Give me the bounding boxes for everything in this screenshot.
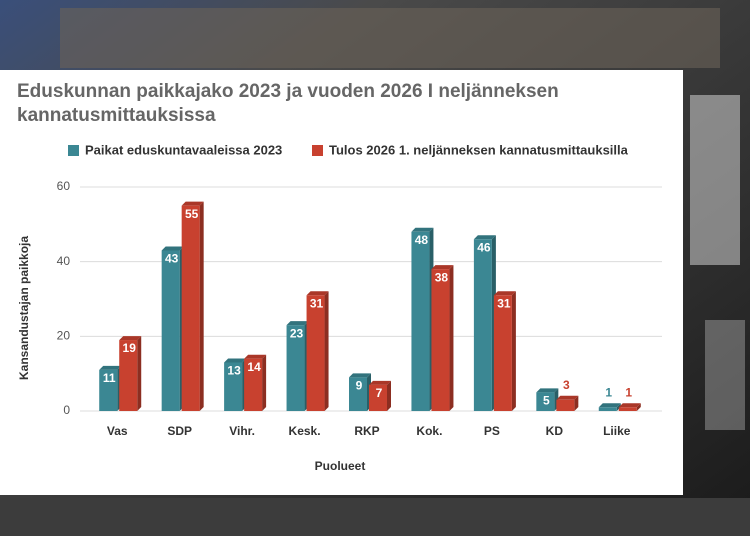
data-label: 5 (543, 394, 550, 408)
bar (224, 362, 243, 411)
x-tick-label: Liike (603, 424, 631, 438)
x-tick-label: RKP (354, 424, 379, 438)
legend-swatch (68, 145, 79, 156)
bar-top (411, 227, 434, 232)
bar-side (199, 201, 204, 411)
legend-label: Tulos 2026 1. neljänneksen kannatusmitta… (329, 142, 629, 157)
bar-side (636, 403, 641, 411)
bar-top (598, 403, 621, 408)
bar-top (244, 354, 267, 359)
building-steps (0, 498, 750, 536)
x-tick-label: Kok. (416, 424, 442, 438)
y-axis-label: Kansandustajan paikkoja (17, 236, 31, 380)
bar-top (119, 336, 142, 341)
x-tick-label: Vas (107, 424, 128, 438)
bar-top (286, 321, 309, 326)
bar-top (618, 403, 641, 408)
bar (244, 358, 263, 411)
bar-top (161, 246, 184, 251)
y-tick-label: 60 (57, 179, 71, 193)
bar (369, 384, 387, 411)
bar (598, 407, 617, 411)
bar-top (224, 358, 247, 363)
data-label: 1 (625, 385, 632, 399)
bar-side (449, 265, 454, 411)
bar (161, 250, 180, 411)
bar-side (574, 395, 579, 411)
bar (536, 392, 555, 411)
legend-label: Paikat eduskuntavaaleissa 2023 (85, 142, 282, 157)
bar-top (369, 380, 391, 385)
y-tick-label: 20 (57, 329, 71, 343)
data-label: 19 (123, 341, 137, 355)
x-tick-label: Vihr. (229, 424, 255, 438)
bar (556, 399, 575, 411)
data-label: 43 (165, 252, 179, 266)
chart-title: Eduskunnan paikkajako 2023 ja vuoden 202… (17, 81, 559, 126)
data-label: 48 (415, 233, 429, 247)
bar-top (306, 291, 329, 296)
data-label: 13 (227, 364, 241, 378)
bar (473, 239, 492, 411)
x-tick-label: Kesk. (289, 424, 321, 438)
data-label: 11 (103, 371, 116, 385)
building-facade (60, 8, 720, 68)
bar-side (324, 291, 329, 411)
data-label: 31 (497, 296, 511, 310)
bar-top (556, 395, 579, 400)
bar (181, 205, 200, 411)
data-label: 3 (563, 378, 570, 392)
bar-top (99, 365, 122, 370)
building-window (705, 320, 745, 430)
x-tick-label: KD (546, 424, 564, 438)
x-axis-label: Puolueet (315, 459, 366, 473)
data-label: 9 (356, 379, 363, 393)
x-tick-label: PS (484, 424, 500, 438)
y-tick-label: 0 (63, 403, 70, 417)
building-window (690, 95, 740, 265)
bar (493, 295, 512, 411)
bar-top (431, 265, 454, 270)
bar-top (181, 201, 204, 206)
bar-side (262, 354, 267, 411)
bar (99, 369, 118, 411)
data-label: 38 (435, 270, 449, 284)
bar (411, 231, 430, 411)
x-tick-label: SDP (167, 424, 192, 438)
data-label: 7 (376, 386, 383, 400)
data-label: 23 (290, 326, 304, 340)
bar-side (137, 336, 142, 411)
bar-top (536, 388, 559, 393)
chart-panel (0, 70, 683, 495)
bar (306, 295, 325, 411)
data-label: 55 (185, 207, 199, 221)
bar (286, 325, 305, 411)
bar-top (493, 291, 516, 296)
bar-top (349, 373, 371, 378)
bar (119, 340, 138, 411)
bar-side (616, 403, 621, 411)
bar (349, 377, 367, 411)
data-label: 1 (605, 385, 612, 399)
bar-side (387, 380, 391, 411)
data-label: 31 (310, 296, 324, 310)
bar (431, 269, 450, 411)
legend-swatch (312, 145, 323, 156)
bar (618, 407, 637, 411)
data-label: 14 (247, 360, 261, 374)
y-tick-label: 40 (57, 254, 71, 268)
data-label: 46 (477, 240, 491, 254)
bar-side (511, 291, 516, 411)
bar-top (473, 235, 496, 240)
